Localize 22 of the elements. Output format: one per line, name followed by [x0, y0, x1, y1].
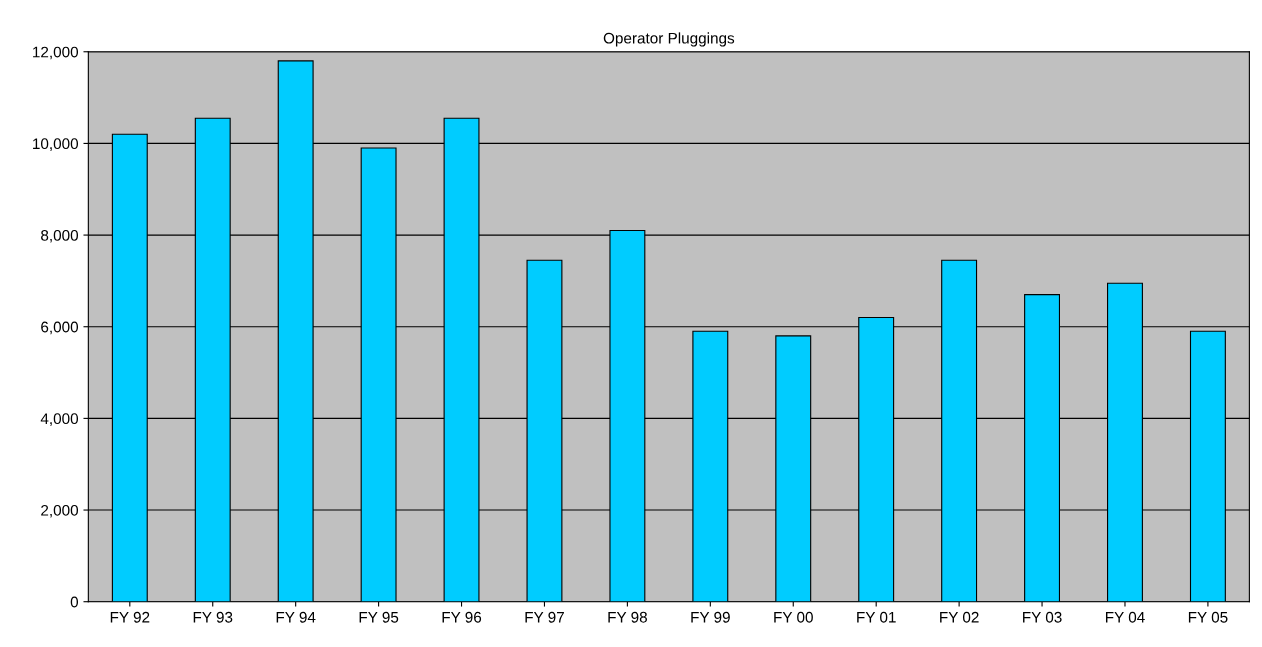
y-tick-label: 6,000: [41, 321, 79, 335]
y-tick-label: 8,000: [41, 229, 79, 243]
x-tick-label: FY 03: [1023, 611, 1062, 623]
x-tick-label: FY 94: [276, 611, 316, 623]
x-tick-label: FY 93: [193, 611, 233, 623]
x-tick-label: FY 95: [359, 611, 399, 623]
x-tick-label: FY 92: [110, 611, 150, 623]
x-tick-label: FY 02: [940, 611, 979, 623]
x-tick-label: FY 05: [1188, 611, 1228, 623]
x-tick-label: FY 98: [608, 611, 647, 623]
x-tick-label: FY 01: [857, 611, 896, 623]
x-tick-label: FY 97: [525, 611, 564, 623]
y-tick-label: 0: [70, 596, 79, 608]
y-tick-label: 2,000: [41, 504, 79, 518]
x-tick-label: FY 00: [774, 611, 813, 623]
y-tick-label: 12,000: [33, 46, 79, 60]
x-tick-label: FY 99: [691, 611, 730, 623]
y-tick-label: 10,000: [33, 138, 79, 151]
y-tick-label: 4,000: [40, 413, 79, 426]
x-tick-label: FY 04: [1105, 611, 1145, 623]
chart-title: Operator Pluggings: [603, 32, 735, 47]
x-tick-label: FY 96: [442, 611, 482, 623]
